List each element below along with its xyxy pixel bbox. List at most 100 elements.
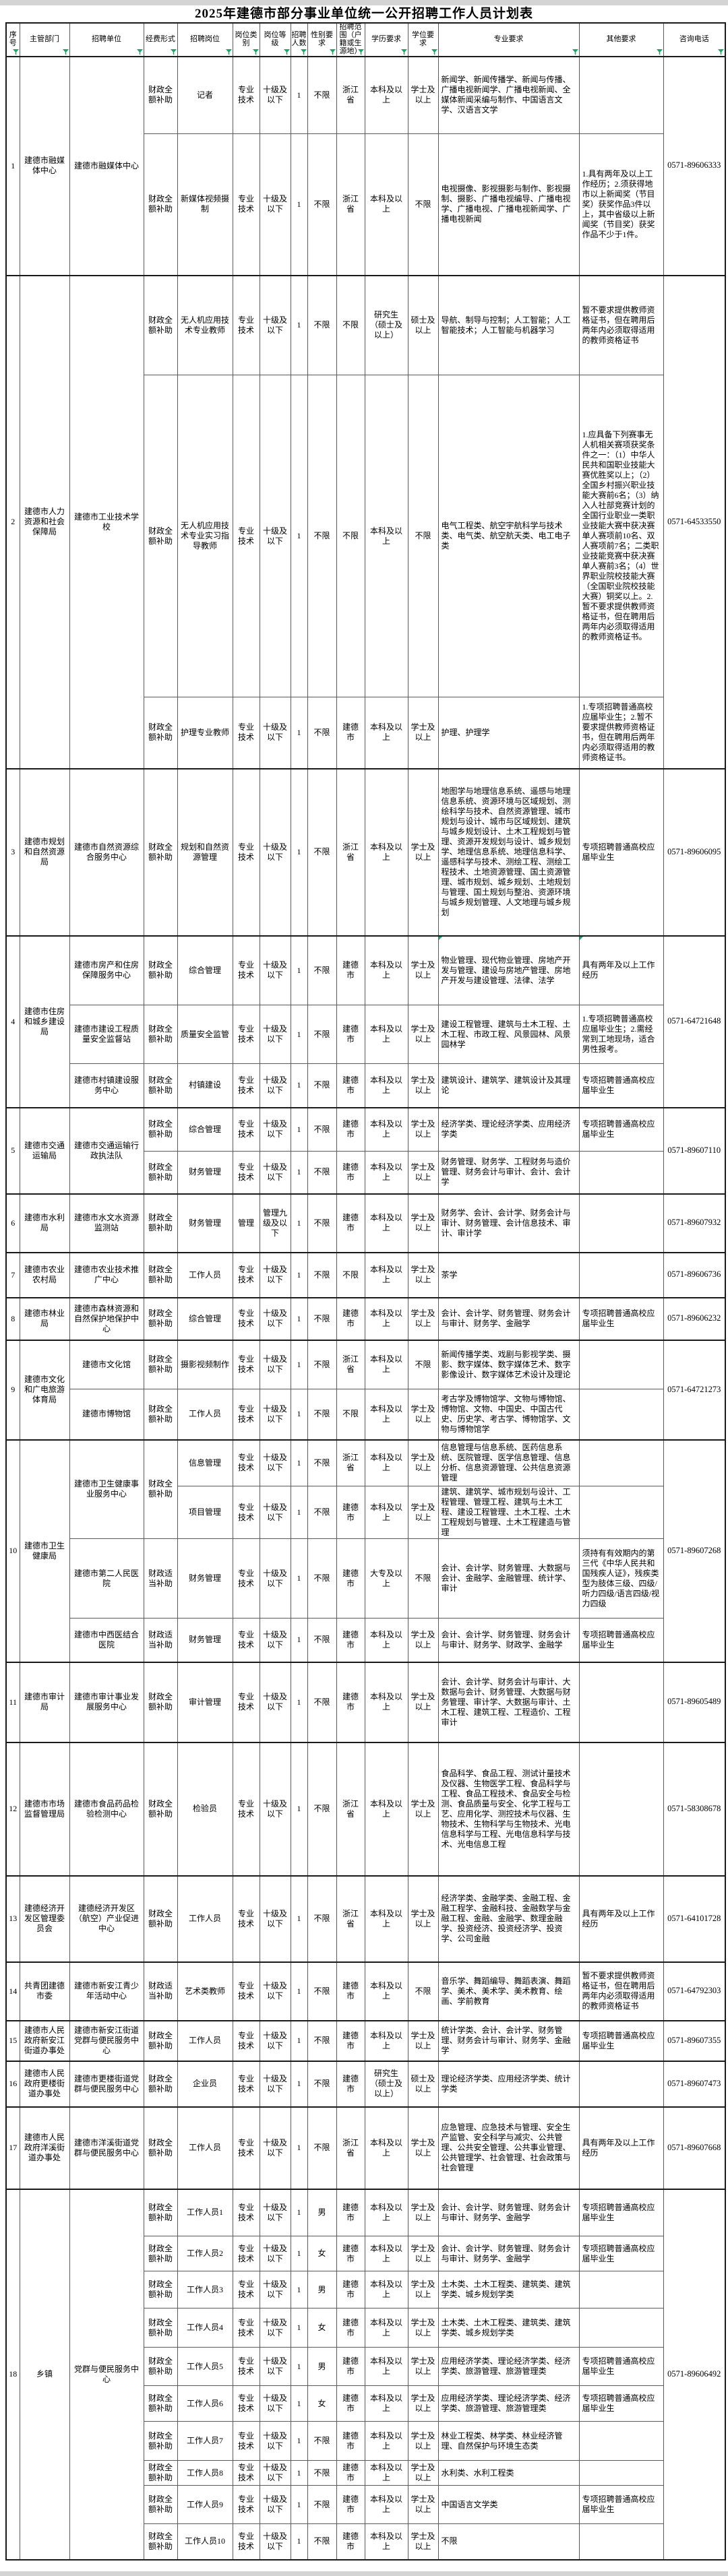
filter-dropdown-icon[interactable] — [400, 49, 407, 55]
filter-dropdown-icon[interactable] — [656, 49, 663, 55]
funding-cell-text: 财政全额补助 — [148, 2531, 173, 2551]
filter-dropdown-icon[interactable] — [357, 49, 364, 55]
post-cell-text: 综合管理 — [188, 1124, 221, 1134]
gender-cell: 不限 — [307, 1742, 337, 1877]
filter-dropdown-icon[interactable] — [12, 49, 19, 55]
major-cell-text: 茶学 — [441, 1269, 458, 1280]
row-number-cell: 15 — [5, 2020, 20, 2062]
category-cell: 专业技术 — [232, 935, 260, 1005]
degree-cell-text: 学士及以上 — [411, 2030, 435, 2050]
degree-cell: 学士及以上 — [407, 935, 439, 1005]
dept-cell-text: 建德市市场监督管理局 — [24, 1798, 65, 1819]
degree-cell-text: 学士及以上 — [411, 1692, 435, 1711]
column-header-9: 招聘范围（户籍或生源地） — [336, 22, 365, 57]
funding-cell: 财政适当补助 — [143, 1538, 178, 1619]
headcount-cell: 1 — [290, 1063, 308, 1108]
education-cell: 本科及以上 — [364, 1151, 408, 1195]
phone-cell-text: 0571-89607473 — [667, 2078, 721, 2088]
post-cell: 工作人员10 — [177, 2523, 233, 2561]
grade-cell-text: 十级及以下 — [262, 960, 287, 980]
dept-cell-text: 建德市林业局 — [24, 1309, 65, 1328]
major-cell-text: 信息管理与信息系统、医药信息系统、医院管理、医学信息管理、信息分析、信息资源管理… — [441, 1443, 571, 1483]
other-requirement-cell: 专项招聘普通高校应届毕业生 — [578, 768, 664, 937]
filter-dropdown-icon[interactable] — [283, 49, 290, 55]
category-cell: 专业技术 — [232, 375, 260, 697]
scope-cell: 建德市 — [336, 2308, 365, 2348]
filter-dropdown-icon[interactable] — [431, 49, 437, 55]
dept-cell: 建德市农业农村局 — [19, 1252, 70, 1298]
dept-cell: 建德经济开发区管理委员会 — [19, 1875, 70, 1963]
major-cell-text: 经济学类、理论经济学类、应用经济学类 — [441, 1119, 571, 1139]
grade-cell: 十级及以下 — [259, 1618, 291, 1663]
row-number-cell: 8 — [5, 1297, 20, 1341]
filter-dropdown-icon[interactable] — [718, 49, 724, 55]
row-number-cell: 5 — [5, 1107, 20, 1195]
post-cell-text: 财务管理 — [188, 1218, 221, 1228]
scope-cell-text: 建德市 — [342, 1981, 359, 2001]
education-cell: 本科及以上 — [364, 1618, 408, 1663]
other-requirement-cell: 1.应具备下列赛事无人机相关赛项获奖条件之一：（1）中华人民共和国职业技能大赛优… — [578, 375, 664, 697]
headcount-cell: 1 — [290, 2523, 308, 2561]
degree-cell: 学士及以上 — [407, 2460, 439, 2486]
funding-cell: 财政全额补助 — [143, 56, 178, 134]
funding-cell: 财政全额补助 — [143, 133, 178, 276]
grade-cell: 十级及以下 — [259, 1005, 291, 1064]
headcount-cell: 1 — [290, 1193, 308, 1253]
education-cell: 本科及以上 — [364, 2308, 408, 2348]
category-cell: 专业技术 — [232, 133, 260, 276]
row-number-cell: 14 — [5, 1961, 20, 2021]
gender-cell-text: 不限 — [313, 531, 330, 540]
post-cell-text: 项目管理 — [188, 1507, 221, 1517]
gender-cell: 男 — [307, 2347, 337, 2386]
grade-cell-text: 十级及以下 — [262, 2137, 287, 2158]
filter-dropdown-icon[interactable] — [62, 49, 69, 55]
scope-cell-text: 建德市 — [342, 1629, 359, 1650]
education-cell: 本科及以上 — [364, 56, 408, 134]
filter-dropdown-icon[interactable] — [329, 49, 336, 55]
filter-dropdown-icon[interactable] — [225, 49, 232, 55]
column-header-label: 招聘人数 — [291, 30, 307, 47]
education-cell-text: 本科及以上 — [369, 1024, 402, 1044]
scope-cell: 建德市 — [336, 1063, 365, 1108]
headcount-cell: 1 — [290, 1961, 308, 2021]
gender-cell: 不限 — [307, 1618, 337, 1663]
row-number-cell: 10 — [5, 1439, 20, 1663]
filter-dropdown-icon[interactable] — [252, 49, 259, 55]
funding-cell: 财政适当补助 — [143, 1961, 178, 2021]
filter-dropdown-icon[interactable] — [300, 49, 307, 55]
dept-cell: 共青团建德市委 — [19, 1961, 70, 2021]
other-requirement-cell-text: 具有两年及以上工作经历 — [582, 2137, 655, 2158]
category-cell: 专业技术 — [232, 2523, 260, 2561]
degree-cell: 不限 — [407, 1538, 439, 1619]
headcount-cell-text: 1 — [297, 2436, 301, 2445]
table-row: 财政全额补助 工作人员6 专业技术 十级及以下 1 女 建德市 本科及以上 学士及以上 应用经济学… — [6, 2385, 725, 2422]
grade-cell-text: 十级及以下 — [262, 1309, 287, 1328]
grade-cell: 十级及以下 — [259, 2106, 291, 2190]
scope-cell-text: 浙江省 — [342, 194, 359, 214]
gender-cell-text: 不限 — [313, 199, 330, 209]
filter-dropdown-icon[interactable] — [136, 49, 143, 55]
grade-cell: 十级及以下 — [259, 375, 291, 697]
grade-cell-text: 十级及以下 — [262, 194, 287, 214]
degree-cell-text: 学士及以上 — [411, 2356, 435, 2376]
dept-cell-text: 建德市人民政府更楼街道办事处 — [24, 2069, 65, 2098]
major-cell: 物业管理、现代物业管理、房地产开发与管理、建设与房地产管理、房地产开发与建设管理… — [437, 935, 580, 1005]
post-cell-text: 审计管理 — [188, 1697, 221, 1707]
major-cell: 建设工程管理、建筑与土木工程、土木工程、市政工程、风景园林、风景园林学 — [437, 1005, 580, 1064]
scope-cell: 建德市 — [336, 2020, 365, 2062]
education-cell-text: 本科及以上 — [369, 2356, 402, 2376]
scope-cell: 建德市 — [336, 1005, 365, 1064]
filter-dropdown-icon[interactable] — [572, 49, 578, 55]
unit-cell: 建德市洋溪街道党群与便民服务中心 — [69, 2106, 144, 2190]
funding-cell: 财政全额补助 — [143, 275, 178, 375]
post-cell-text: 工作人员 — [188, 1914, 221, 1923]
category-cell-text: 专业技术 — [237, 1981, 254, 2001]
column-header-label: 主管部门 — [30, 34, 59, 43]
grade-cell-text: 十级及以下 — [262, 1629, 287, 1650]
filter-dropdown-icon[interactable] — [170, 49, 177, 55]
major-cell-text: 不限 — [441, 2536, 458, 2546]
category-cell-text: 专业技术 — [237, 842, 254, 862]
category-cell: 专业技术 — [232, 2189, 260, 2236]
funding-cell-text: 财政全额补助 — [148, 1119, 173, 1139]
column-header-label: 学历要求 — [371, 34, 401, 43]
